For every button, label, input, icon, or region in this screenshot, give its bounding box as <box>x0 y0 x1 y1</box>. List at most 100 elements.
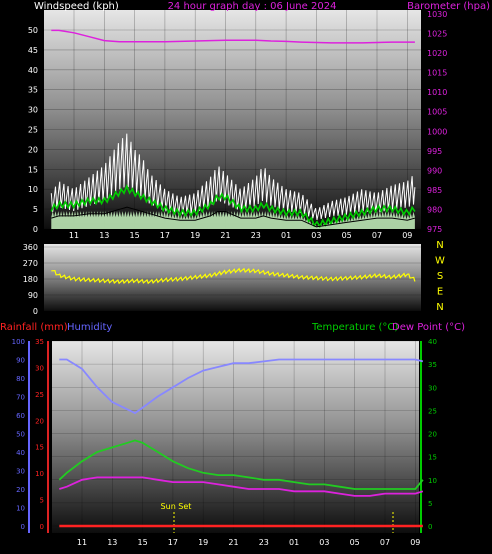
temperature-time-tick-label: 17 <box>168 538 178 547</box>
temperature-time-tick-label: 05 <box>350 538 360 547</box>
gust-line <box>50 133 416 221</box>
rain-tick-label: 30 <box>35 364 44 372</box>
rain-tick-label: 25 <box>35 391 44 399</box>
direction-degree-ticks: 0 90 180 270 360 <box>23 243 38 316</box>
wind-time-tick-label: 15 <box>130 231 140 240</box>
compass-label: S <box>437 271 443 282</box>
average-wind-line <box>50 183 416 229</box>
temperature-time-tick-label: 01 <box>289 538 299 547</box>
humidity-tick-label: 10 <box>16 505 25 513</box>
windspeed-tick-label: 30 <box>28 106 38 115</box>
temperature-tick-label: 5 <box>428 500 432 508</box>
humidity-axis-ticks: 0 10 20 30 40 50 60 70 80 90 100 <box>12 338 25 531</box>
barometer-tick-label: 980 <box>427 205 442 214</box>
humidity-tick-label: 100 <box>12 338 25 346</box>
temperature-tick-label: 20 <box>428 431 437 439</box>
windspeed-tick-label: 10 <box>28 185 38 194</box>
windspeed-tick-label: 0 <box>33 225 38 234</box>
wind-time-tick-label: 01 <box>281 231 291 240</box>
temperature-time-tick-label: 21 <box>228 538 238 547</box>
temperature-tick-label: 40 <box>428 338 437 346</box>
direction-tick-label: 90 <box>28 291 38 300</box>
temperature-time-tick-label: 03 <box>319 538 329 547</box>
direction-tick-label: 270 <box>23 259 38 268</box>
barometer-axis-ticks: 975 980 985 990 995 1000 1005 1010 1015 1020 1025 1… <box>427 10 447 234</box>
compass-label: N <box>436 302 443 313</box>
direction-plot-area <box>44 244 421 311</box>
wind-time-tick-label: 03 <box>311 231 321 240</box>
rain-tick-label: 10 <box>35 470 44 478</box>
wind-time-tick-label: 21 <box>220 231 230 240</box>
sunset-label: Sun Set <box>161 502 192 511</box>
direction-grid <box>44 246 421 312</box>
windspeed-tick-label: 25 <box>28 126 38 135</box>
humidity-tick-label: 80 <box>16 375 25 383</box>
dew-point-line <box>59 476 424 497</box>
rain-tick-label: 0 <box>40 523 44 531</box>
barometer-tick-label: 975 <box>427 225 442 234</box>
temperature-axis-ticks: 0 5 10 15 20 25 30 35 40 <box>428 338 437 531</box>
humidity-tick-label: 40 <box>16 449 25 457</box>
barometer-tick-label: 1000 <box>427 127 447 136</box>
temperature-time-tick-label: 13 <box>107 538 117 547</box>
windspeed-tick-label: 50 <box>28 26 38 35</box>
wind-time-tick-label: 11 <box>69 231 79 240</box>
barometer-line <box>51 29 415 44</box>
wind-direction-line <box>51 267 416 285</box>
windspeed-tick-label: 35 <box>28 86 38 95</box>
wind-time-tick-label: 09 <box>402 231 412 240</box>
direction-tick-label: 180 <box>23 275 38 284</box>
temperature-time-tick-label: 09 <box>410 538 420 547</box>
barometer-tick-label: 1015 <box>427 69 447 78</box>
chart-title: 24 hour graph day : 06 June 2024 <box>168 1 337 12</box>
temperature-time-tick-label: 07 <box>380 538 390 547</box>
temperature-line <box>58 439 424 490</box>
compass-label: N <box>436 240 443 251</box>
compass-label: W <box>435 256 445 267</box>
wind-min-line <box>51 206 416 228</box>
barometer-tick-label: 1030 <box>427 10 447 19</box>
temperature-tick-label: 35 <box>428 361 437 369</box>
temperature-tick-label: 15 <box>428 454 437 462</box>
wind-band-fill <box>51 211 415 229</box>
humidity-axis-label: Humidity <box>67 322 112 333</box>
temperature-tick-label: 25 <box>428 407 437 415</box>
barometer-series <box>51 29 415 44</box>
wind-time-tick-label: 07 <box>372 231 382 240</box>
temperature-time-tick-label: 15 <box>138 538 148 547</box>
direction-tick-label: 0 <box>33 307 38 316</box>
gust-series <box>50 133 416 229</box>
windspeed-axis-ticks: 0 5 10 15 20 25 30 35 40 45 50 <box>28 26 38 234</box>
wind-time-axis-ticks: 11 13 15 17 19 21 23 01 03 05 07 09 <box>69 231 412 240</box>
humidity-tick-label: 30 <box>16 468 25 476</box>
dewpoint-axis-label: Dew Point (°C) <box>392 322 465 333</box>
rain-tick-label: 20 <box>35 417 44 425</box>
temperature-tick-label: 10 <box>428 477 437 485</box>
temperature-time-tick-label: 11 <box>77 538 87 547</box>
rainfall-axis-label: Rainfall (mm) <box>0 322 68 333</box>
direction-tick-label: 360 <box>23 243 38 252</box>
barometer-tick-label: 1010 <box>427 88 447 97</box>
barometer-tick-label: 1025 <box>427 30 447 39</box>
temperature-tick-label: 30 <box>428 384 437 392</box>
temperature-time-axis-ticks: 11 13 15 17 19 21 23 01 03 05 07 09 <box>77 538 420 547</box>
temperature-plot-area <box>52 341 419 533</box>
windspeed-tick-label: 20 <box>28 145 38 154</box>
windspeed-tick-label: 40 <box>28 66 38 75</box>
rain-axis-ticks: 0 5 10 15 20 25 30 35 <box>35 338 44 531</box>
barometer-tick-label: 985 <box>427 186 442 195</box>
barometer-tick-label: 990 <box>427 166 442 175</box>
temperature-time-tick-label: 19 <box>198 538 208 547</box>
wind-direction-series <box>51 267 416 285</box>
temperature-axis-label: Temperature (°C) <box>311 322 398 333</box>
humidity-line <box>59 358 424 415</box>
compass-label: E <box>437 287 443 298</box>
wind-time-tick-label: 17 <box>160 231 170 240</box>
temperature-series-group <box>58 358 424 528</box>
wind-time-tick-label: 23 <box>251 231 261 240</box>
